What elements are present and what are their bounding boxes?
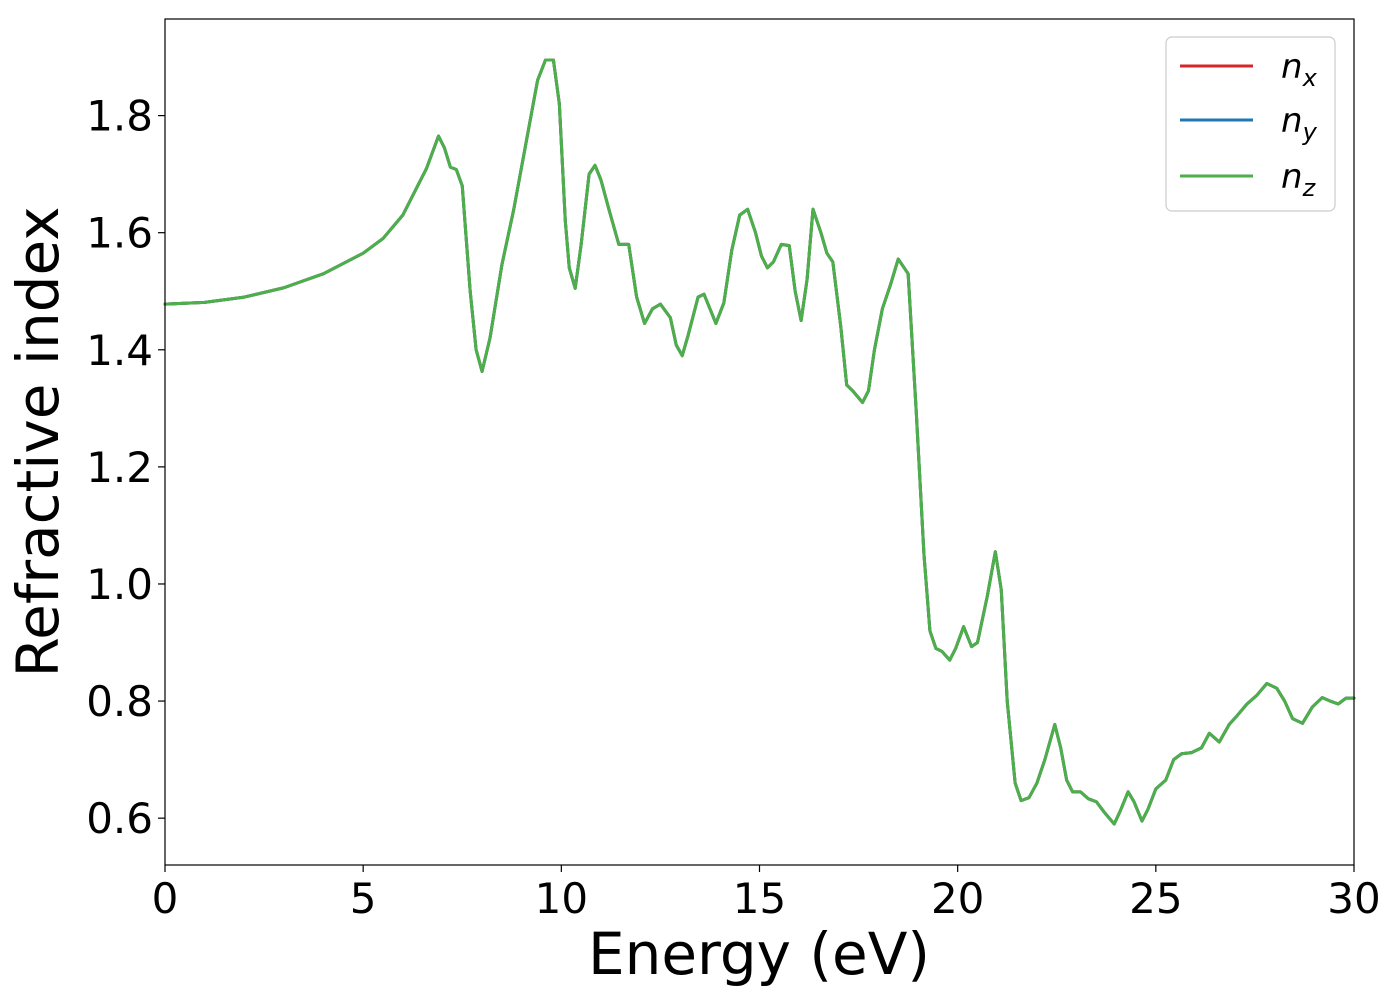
series-layer — [163, 58, 1356, 826]
legend-label-subscript: z — [1302, 174, 1317, 202]
x-tick-label: 15 — [733, 874, 786, 923]
y-tick-label: 1.4 — [86, 326, 153, 375]
x-tick-label: 25 — [1129, 874, 1182, 923]
series-line-nz — [163, 58, 1356, 826]
legend-label-main: n — [1281, 157, 1303, 197]
legend-label-main: n — [1281, 47, 1303, 87]
x-tick-label: 0 — [152, 874, 179, 923]
y-tick-label: 0.8 — [86, 677, 153, 726]
legend-label-nx: nx — [1281, 47, 1318, 92]
y-axis-ticks: 0.6 0.8 1.0 1.2 1.4 1.6 1.8 — [86, 92, 165, 843]
y-axis-label: Refractive index — [4, 206, 72, 677]
y-tick-label: 1.0 — [86, 560, 153, 609]
x-tick-label: 20 — [931, 874, 984, 923]
y-tick-label: 1.2 — [86, 443, 153, 492]
y-tick-label: 0.6 — [86, 794, 153, 843]
x-axis-ticks: 0 5 10 15 20 25 30 — [152, 865, 1381, 923]
legend-label-ny: ny — [1281, 101, 1318, 146]
y-tick-label: 1.6 — [86, 209, 153, 258]
legend-box — [1165, 36, 1336, 212]
legend-label-main: n — [1281, 101, 1303, 141]
x-tick-label: 5 — [350, 874, 377, 923]
legend-label-subscript: y — [1302, 118, 1318, 146]
x-tick-label: 30 — [1327, 874, 1380, 923]
x-axis-label: Energy (eV) — [588, 920, 930, 988]
y-tick-label: 1.8 — [86, 92, 153, 141]
legend-label-subscript: x — [1302, 64, 1318, 92]
legend-label-nz: nz — [1281, 157, 1317, 202]
plot-background — [165, 19, 1354, 865]
x-tick-label: 10 — [535, 874, 588, 923]
